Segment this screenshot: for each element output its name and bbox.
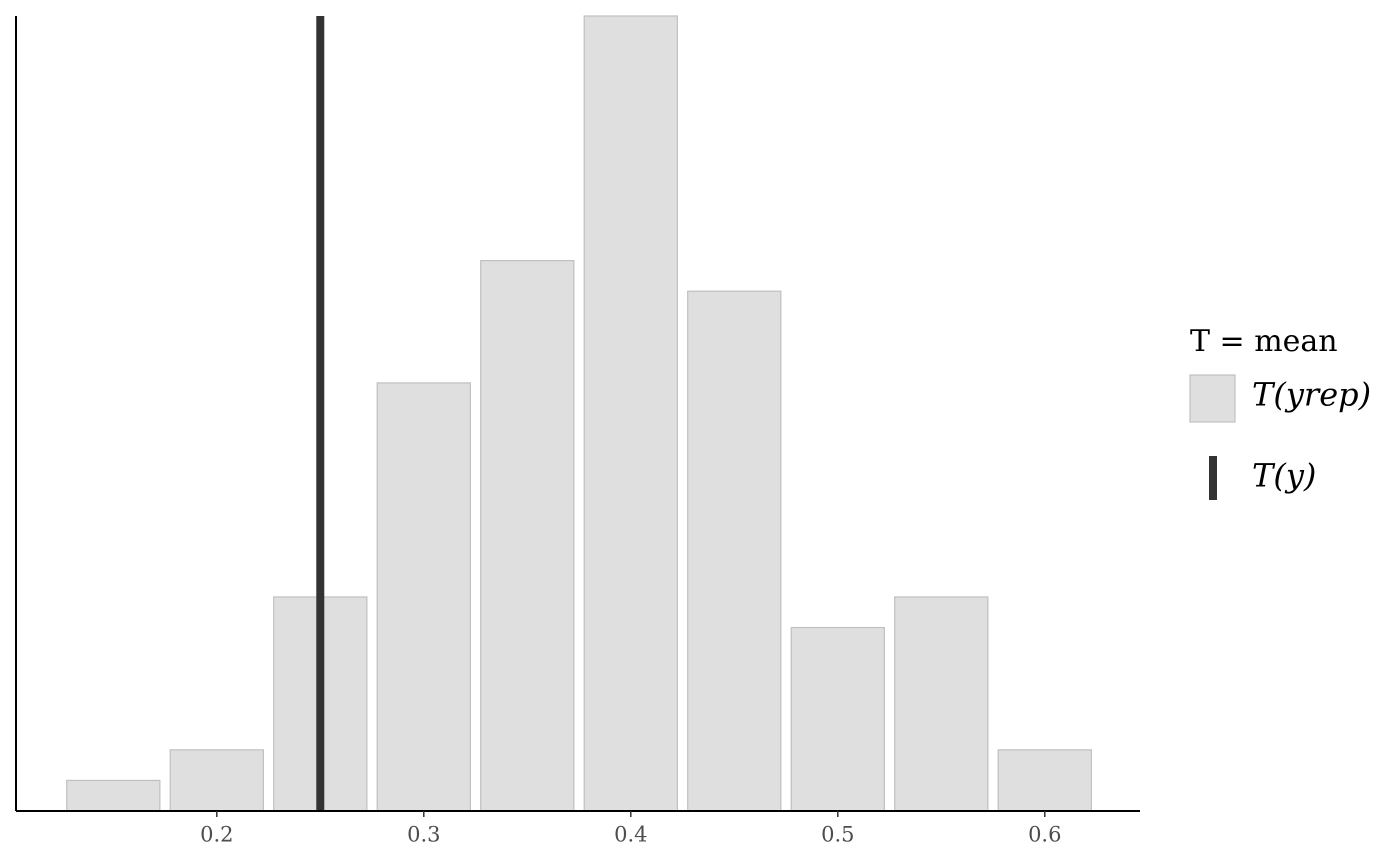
bar (790, 626, 885, 812)
legend-label: T(y) (1252, 457, 1316, 495)
bar (687, 290, 782, 812)
legend-swatch (1189, 374, 1236, 423)
bar (66, 779, 161, 812)
x-tick-label: 0.5 (821, 823, 854, 847)
bar (376, 382, 471, 812)
legend-label: T(yrep) (1252, 376, 1371, 414)
bar (169, 749, 264, 812)
x-tick-label: 0.2 (200, 823, 233, 847)
bar (480, 260, 575, 812)
bar (997, 749, 1092, 812)
bar (894, 596, 989, 812)
x-tick-label: 0.6 (1028, 823, 1061, 847)
bar (583, 15, 678, 812)
x-tick-label: 0.3 (407, 823, 440, 847)
x-tick-label: 0.4 (614, 823, 647, 847)
legend-title: T = mean (1190, 324, 1338, 359)
